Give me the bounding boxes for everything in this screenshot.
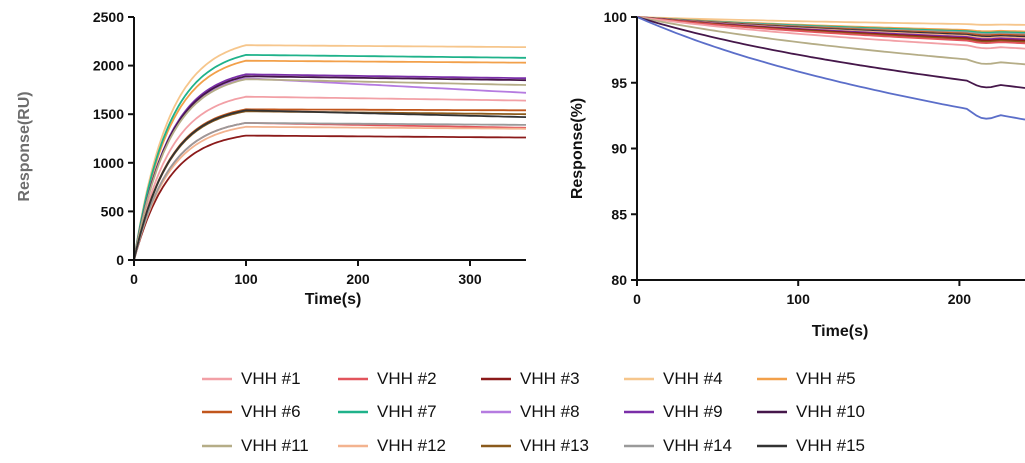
- left-x-axis-title: Time(s): [305, 291, 362, 308]
- right-series-line-1: [636, 16, 1025, 50]
- left-y-tick-label: 2000: [93, 58, 124, 74]
- legend-label: VHH #4: [663, 369, 723, 388]
- legend-item: VHH #15: [757, 436, 865, 455]
- legend-item: VHH #7: [338, 402, 437, 421]
- legend-item: VHH #11: [202, 436, 309, 455]
- left-x-tick-label: 0: [130, 271, 138, 287]
- right-series-line-16: [636, 16, 1025, 121]
- legend-label: VHH #1: [241, 369, 301, 388]
- right-y-axis-title: Response(%): [569, 98, 586, 199]
- legend-label: VHH #10: [796, 402, 865, 421]
- right-series-line-10: [636, 16, 1025, 89]
- left-series-line-4: [133, 44, 526, 261]
- right-series-line-4: [636, 16, 1025, 26]
- right-y-tick-label: 80: [611, 272, 627, 288]
- left-series-line-14: [133, 121, 526, 261]
- left-y-tick-label: 500: [101, 203, 125, 219]
- legend-item: VHH #14: [624, 436, 732, 455]
- legend-label: VHH #15: [796, 436, 865, 455]
- left-series-line-15: [133, 109, 527, 261]
- legend-item: VHH #13: [481, 436, 589, 455]
- right-x-tick-label: 200: [948, 291, 972, 307]
- left-y-tick-label: 2500: [93, 9, 124, 25]
- legend-item: VHH #4: [624, 369, 723, 388]
- left-x-tick-label: 200: [346, 271, 370, 287]
- legend-item: VHH #3: [481, 369, 580, 388]
- legend-label: VHH #6: [241, 402, 301, 421]
- legend-item: VHH #8: [481, 402, 580, 421]
- legend-label: VHH #14: [663, 436, 732, 455]
- legend-label: VHH #9: [663, 402, 723, 421]
- left-series-line-9: [133, 73, 526, 261]
- legend-item: VHH #6: [202, 402, 301, 421]
- left-series-line-5: [133, 59, 527, 261]
- right-series-line-11: [636, 16, 1025, 66]
- legend-label: VHH #7: [377, 402, 437, 421]
- normalized-dissociation-panel: 80 85 90 95 100 0 100 200 Time(s) Response(%): [569, 9, 1025, 340]
- left-x-tick-label: 300: [458, 271, 482, 287]
- left-y-tick-label: 1500: [93, 106, 124, 122]
- legend-item: VHH #5: [757, 369, 856, 388]
- legend-label: VHH #5: [796, 369, 856, 388]
- legend-label: VHH #3: [520, 369, 580, 388]
- right-y-tick-label: 100: [604, 9, 628, 25]
- legend-item: VHH #2: [338, 369, 437, 388]
- right-series-line-2: [636, 16, 1025, 45]
- left-series-line-11: [133, 78, 527, 261]
- association-dissociation-panel: 0 500 1000 1500 2000 2500 0 100 200 300 Time(s) Res…: [16, 9, 527, 308]
- left-series-line-10: [133, 75, 527, 261]
- legend-label: VHH #8: [520, 402, 580, 421]
- legend: VHH #1 VHH #2 VHH #3 VHH #4 VHH #5 VHH #6 VHH …: [202, 369, 865, 455]
- left-x-tick-label: 100: [234, 271, 258, 287]
- left-y-axis-title: Response(RU): [16, 91, 33, 201]
- legend-label: VHH #12: [377, 436, 446, 455]
- left-y-tick-label: 1000: [93, 155, 124, 171]
- right-y-tick-label: 85: [611, 206, 627, 222]
- left-series-line-3: [133, 134, 526, 261]
- right-y-tick-label: 90: [611, 141, 627, 157]
- left-y-tick-label: 0: [116, 252, 124, 268]
- right-x-tick-label: 100: [787, 291, 811, 307]
- left-series-line-12: [133, 125, 527, 261]
- legend-label: VHH #13: [520, 436, 589, 455]
- right-x-tick-label: 0: [633, 291, 641, 307]
- legend-item: VHH #9: [624, 402, 723, 421]
- right-y-tick-label: 95: [611, 75, 627, 91]
- legend-label: VHH #2: [377, 369, 437, 388]
- left-series-line-1: [133, 95, 527, 261]
- legend-item: VHH #1: [202, 369, 301, 388]
- legend-item: VHH #10: [757, 402, 865, 421]
- right-x-axis-title: Time(s): [812, 323, 869, 340]
- legend-label: VHH #11: [241, 436, 309, 455]
- legend-item: VHH #12: [338, 436, 446, 455]
- left-series-line-7: [133, 53, 526, 261]
